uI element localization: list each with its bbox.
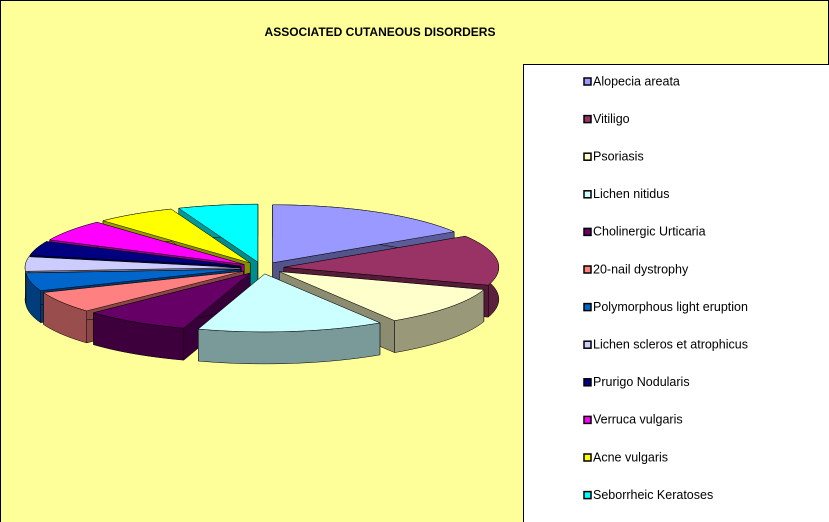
chart-title: ASSOCIATED CUTANEOUS DISORDERS: [265, 25, 496, 39]
legend-swatch: [583, 227, 592, 237]
legend-label: Alopecia areata: [593, 74, 680, 88]
legend-label: Seborrheic Keratoses: [593, 488, 713, 502]
legend-swatch: [583, 490, 592, 500]
legend-swatch: [583, 114, 592, 124]
pie-slice: [197, 273, 381, 365]
legend-swatch: [583, 265, 592, 274]
legend-swatch: [583, 340, 592, 349]
legend-swatch: [583, 302, 592, 312]
slice-top: [178, 203, 259, 263]
legend-swatch: [583, 190, 592, 199]
legend-label: Polymorphous light eruption: [593, 300, 748, 314]
slice-top: [283, 235, 500, 286]
legend-label: Vitiligo: [593, 112, 630, 126]
slice-top: [29, 241, 242, 267]
legend-swatch: [583, 453, 592, 462]
legend-box: [523, 64, 829, 522]
slice-top: [279, 271, 485, 321]
slice-top: [24, 256, 241, 272]
legend-swatch: [583, 378, 592, 387]
legend-label: Lichen scleros et atrophicus: [593, 337, 748, 351]
legend-swatch: [583, 415, 592, 425]
legend-label: Acne vulgaris: [593, 450, 668, 464]
slice-top: [42, 270, 244, 312]
slice-top: [92, 272, 251, 329]
slice-top: [48, 221, 245, 265]
legend-label: 20-nail dystrophy: [593, 262, 689, 276]
legend-label: Psoriasis: [593, 149, 644, 163]
slice-top: [102, 208, 251, 264]
legend-swatch: [583, 152, 592, 161]
legend-label: Verruca vulgaris: [593, 413, 683, 427]
legend-label: Lichen nitidus: [593, 187, 669, 201]
legend-label: Cholinergic Urticaria: [593, 225, 706, 239]
slice-top: [25, 269, 241, 291]
legend-label: Prurigo Nodularis: [593, 375, 690, 389]
legend-swatch: [583, 77, 592, 86]
slice-top: [197, 273, 381, 333]
slice-top: [272, 204, 456, 264]
